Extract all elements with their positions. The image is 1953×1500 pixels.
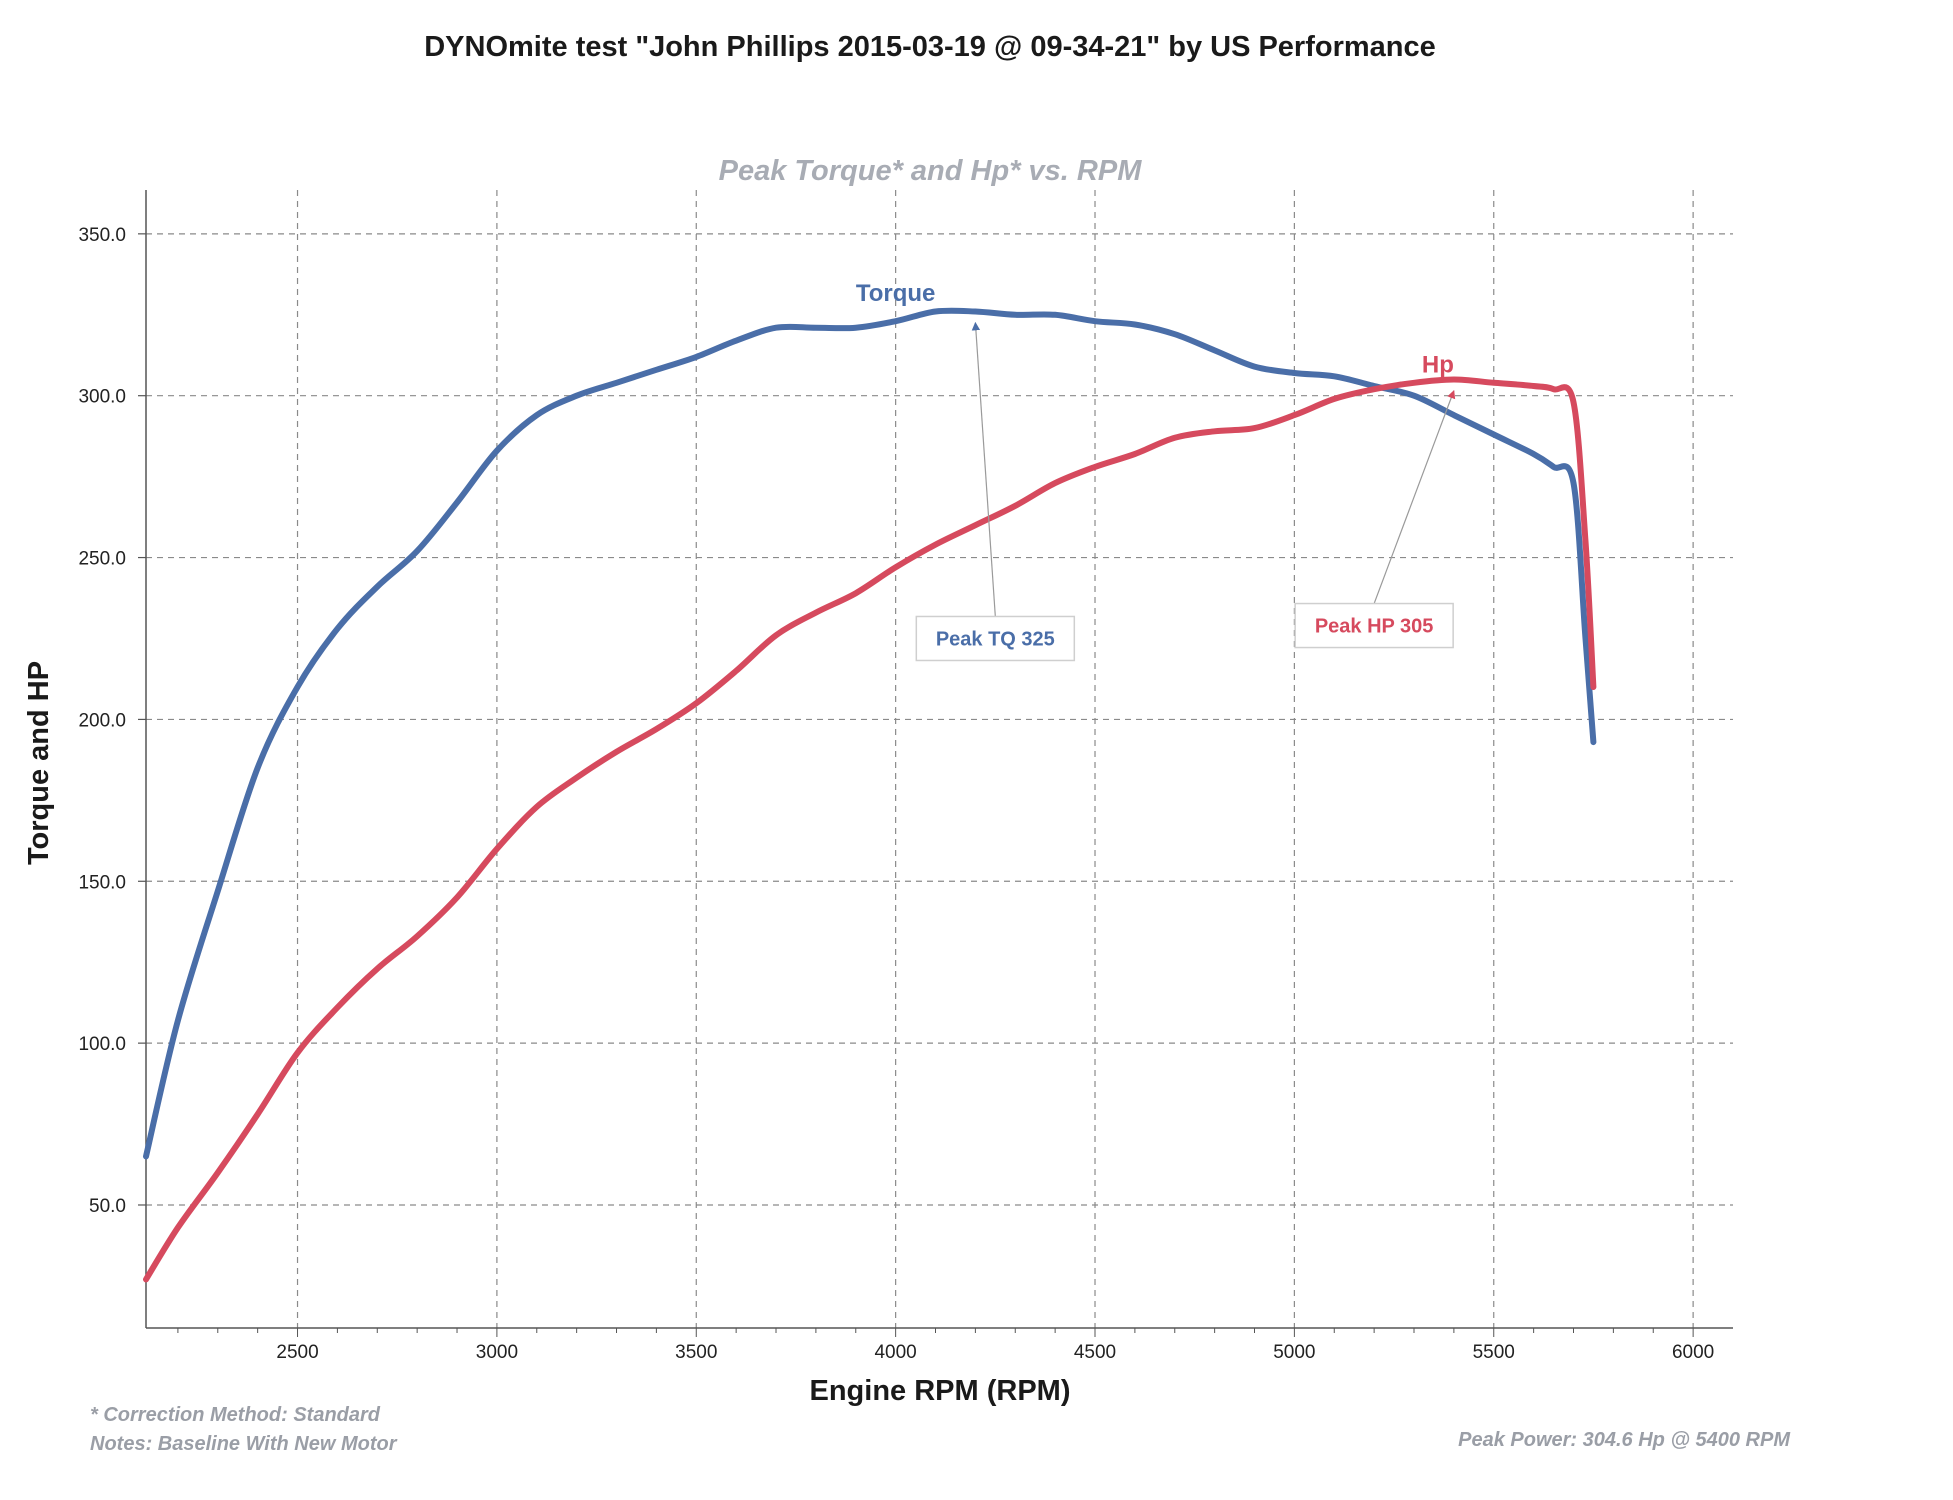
x-tick-label-6000: 6000 (1672, 1342, 1714, 1363)
y-tick-label-100.0: 100.0 (78, 1034, 126, 1055)
series-line-hp (143, 376, 1597, 1283)
x-tick-label-5500: 5500 (1473, 1342, 1515, 1363)
y-tick-label-250.0: 250.0 (78, 549, 126, 570)
y-tick-label-150.0: 150.0 (78, 872, 126, 893)
annotation-label: Peak TQ 325 (936, 628, 1055, 650)
x-axis-label: Engine RPM (RPM) (810, 1375, 1071, 1407)
series-label-torque: Torque (856, 280, 936, 307)
annotation-leader-line (1373, 389, 1456, 604)
axes (145, 190, 1733, 1337)
annotation-box (915, 615, 1076, 662)
y-axis-label: Torque and HP (23, 661, 55, 865)
y-tick-label-200.0: 200.0 (78, 710, 126, 731)
series-label-hp: Hp (1422, 351, 1454, 378)
y-tick-label-300.0: 300.0 (78, 387, 126, 408)
x-axis-ticks: 2500 3000 3500 4000 4500 5000 5500 6000 (276, 1342, 1714, 1363)
chart-subtitle: Peak Torque* and Hp* vs. RPM (719, 155, 1143, 187)
series-layer: Torque Hp (143, 280, 1597, 1283)
x-tick-label-3500: 3500 (675, 1342, 717, 1363)
x-tick-label-5000: 5000 (1273, 1342, 1315, 1363)
annotation-box (1294, 602, 1454, 649)
x-tick-label-4000: 4000 (874, 1342, 916, 1363)
grid-lines (146, 190, 1733, 1328)
x-tick-label-4500: 4500 (1074, 1342, 1116, 1363)
y-axis-ticks: 50.0 100.0 150.0 200.0 250.0 300.0 350.0 (78, 225, 146, 1217)
annotation-leader-line (971, 321, 996, 617)
x-tick-label-3000: 3000 (476, 1342, 518, 1363)
x-tick-label-2500: 2500 (276, 1342, 318, 1363)
footnote-correction: * Correction Method: Standard (90, 1404, 381, 1426)
chart-title: DYNOmite test "John Phillips 2015-03-19 … (424, 31, 1436, 63)
annotations-layer: Peak TQ 325 Peak HP 305 (915, 321, 1456, 662)
annotation-label: Peak HP 305 (1315, 616, 1434, 638)
y-tick-label-50.0: 50.0 (89, 1196, 126, 1217)
footnote-notes: Notes: Baseline With New Motor (90, 1433, 398, 1455)
y-tick-label-350.0: 350.0 (78, 225, 126, 246)
footnote-peak-power: Peak Power: 304.6 Hp @ 5400 RPM (1458, 1429, 1791, 1451)
series-line-torque (143, 307, 1597, 1160)
